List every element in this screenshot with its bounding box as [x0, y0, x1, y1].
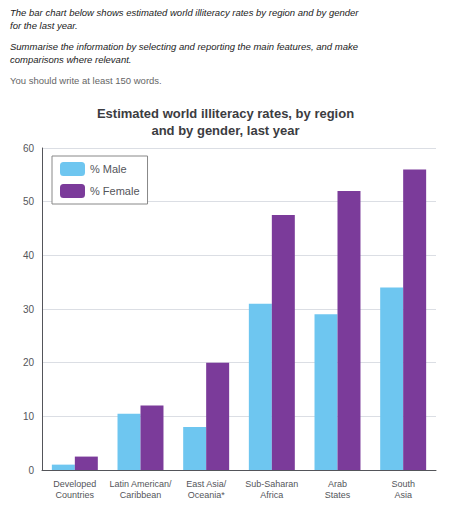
svg-text:Countries: Countries — [56, 490, 95, 500]
svg-text:% Male: % Male — [90, 163, 127, 175]
svg-text:East Asia/: East Asia/ — [186, 479, 227, 489]
svg-text:Latin American/: Latin American/ — [109, 479, 172, 489]
svg-text:Developed: Developed — [53, 479, 96, 489]
svg-text:Caribbean: Caribbean — [120, 490, 162, 500]
svg-text:60: 60 — [23, 143, 35, 154]
svg-text:and by gender, last year: and by gender, last year — [151, 123, 299, 138]
svg-text:The bar chart below shows esti: The bar chart below shows estimated worl… — [10, 7, 359, 18]
svg-text:Summarise the information by s: Summarise the information by selecting a… — [10, 41, 358, 52]
svg-text:30: 30 — [23, 304, 35, 315]
svg-text:comparisons where relevant.: comparisons where relevant. — [10, 54, 131, 65]
svg-text:Oceania*: Oceania* — [188, 490, 226, 500]
svg-text:for the last year.: for the last year. — [10, 20, 78, 31]
svg-text:States: States — [325, 490, 351, 500]
svg-text:Estimated world illiteracy rat: Estimated world illiteracy rates, by reg… — [97, 106, 354, 121]
svg-text:Asia: Asia — [394, 490, 412, 500]
svg-text:10: 10 — [23, 411, 35, 422]
svg-text:50: 50 — [23, 196, 35, 207]
svg-text:Africa: Africa — [260, 490, 283, 500]
svg-text:40: 40 — [23, 250, 35, 261]
svg-text:Sub-Saharan: Sub-Saharan — [245, 479, 298, 489]
svg-text:You should write at least 150: You should write at least 150 words. — [10, 75, 162, 86]
svg-text:0: 0 — [28, 465, 34, 476]
svg-text:Arab: Arab — [328, 479, 347, 489]
svg-text:% Female: % Female — [90, 185, 140, 197]
svg-text:South: South — [391, 479, 415, 489]
svg-text:20: 20 — [23, 357, 35, 368]
